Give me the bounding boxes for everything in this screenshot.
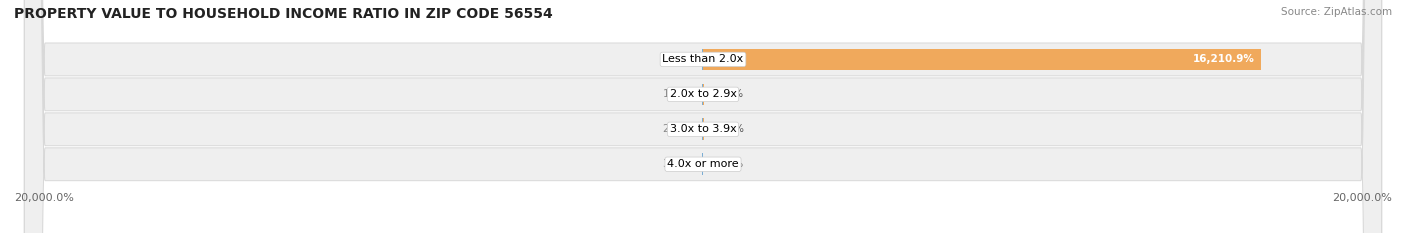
- Text: 20,000.0%: 20,000.0%: [1331, 193, 1392, 203]
- Bar: [703, 49, 1261, 70]
- Text: PROPERTY VALUE TO HOUSEHOLD INCOME RATIO IN ZIP CODE 56554: PROPERTY VALUE TO HOUSEHOLD INCOME RATIO…: [14, 7, 553, 21]
- Text: 4.0x or more: 4.0x or more: [668, 159, 738, 169]
- Text: 20,000.0%: 20,000.0%: [14, 193, 75, 203]
- Text: 35.9%: 35.9%: [662, 159, 695, 169]
- Text: 17.7%: 17.7%: [662, 89, 696, 99]
- FancyBboxPatch shape: [24, 0, 1382, 233]
- Text: Less than 2.0x: Less than 2.0x: [662, 55, 744, 64]
- Text: 26.3%: 26.3%: [662, 55, 695, 64]
- Text: 13.4%: 13.4%: [710, 159, 744, 169]
- Text: 2.0x to 2.9x: 2.0x to 2.9x: [669, 89, 737, 99]
- Text: 3.0x to 3.9x: 3.0x to 3.9x: [669, 124, 737, 134]
- Text: 22.9%: 22.9%: [710, 89, 744, 99]
- Text: Source: ZipAtlas.com: Source: ZipAtlas.com: [1281, 7, 1392, 17]
- FancyBboxPatch shape: [24, 0, 1382, 233]
- Text: 20.1%: 20.1%: [662, 124, 696, 134]
- FancyBboxPatch shape: [24, 0, 1382, 233]
- Text: 30.7%: 30.7%: [711, 124, 744, 134]
- Text: 16,210.9%: 16,210.9%: [1192, 55, 1254, 64]
- FancyBboxPatch shape: [24, 0, 1382, 233]
